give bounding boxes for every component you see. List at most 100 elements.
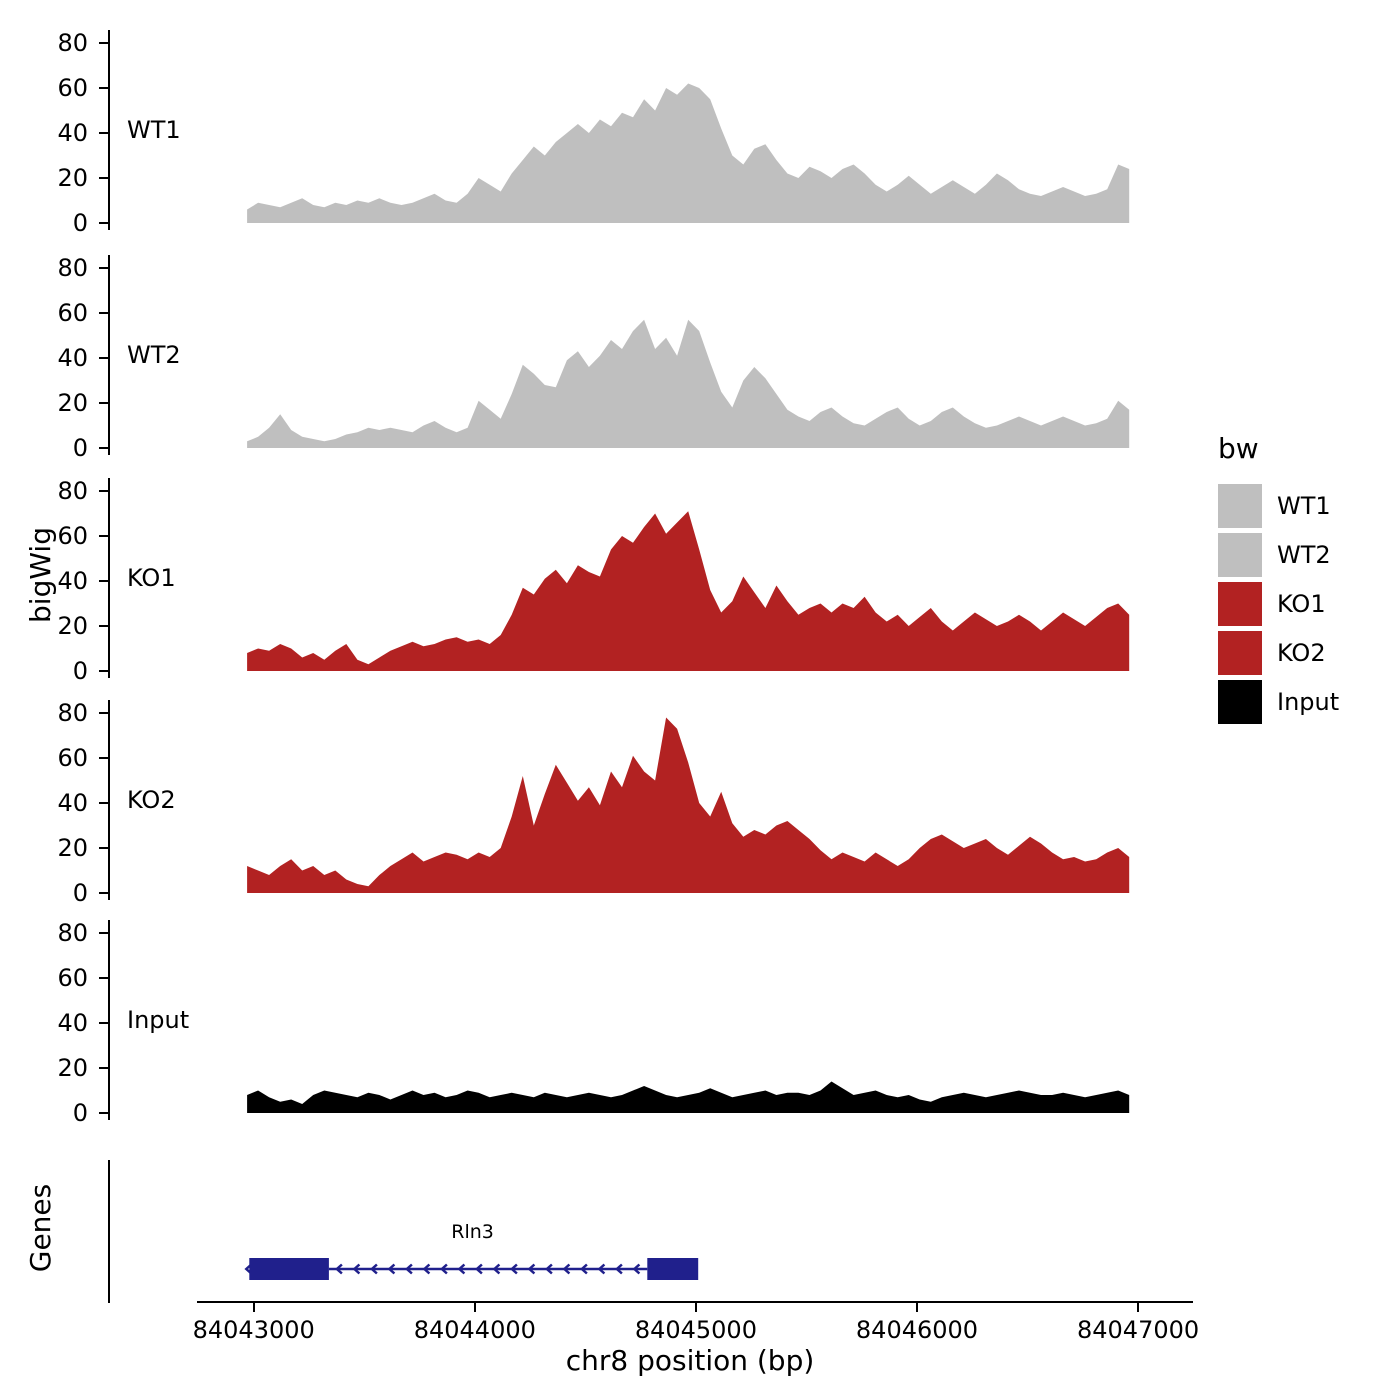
y-tick-label: 0 bbox=[72, 209, 88, 237]
y-tick-label: 60 bbox=[57, 74, 88, 102]
x-tick-label: 84047000 bbox=[1077, 1316, 1200, 1344]
y-tick-label: 80 bbox=[57, 919, 88, 947]
y-tick-mark bbox=[99, 132, 108, 134]
y-tick-mark bbox=[99, 357, 108, 359]
track-label-wt1: WT1 bbox=[127, 116, 181, 144]
y-tick-label: 40 bbox=[57, 119, 88, 147]
legend-swatch-ko2 bbox=[1218, 630, 1262, 675]
x-axis-line bbox=[197, 1301, 1193, 1303]
y-tick-mark bbox=[99, 802, 108, 804]
strand-arrow-icon bbox=[562, 1263, 571, 1275]
y-tick-mark bbox=[99, 402, 108, 404]
y-tick-label: 0 bbox=[72, 434, 88, 462]
y-tick-label: 0 bbox=[72, 1099, 88, 1127]
legend-entry-label: Input bbox=[1277, 687, 1340, 716]
legend-entry-wt2: WT2 bbox=[1218, 530, 1398, 579]
y-axis-line bbox=[108, 30, 110, 230]
legend-entry-label: KO1 bbox=[1277, 589, 1326, 618]
y-tick-label: 80 bbox=[57, 477, 88, 505]
y-tick-label: 60 bbox=[57, 744, 88, 772]
y-tick-label: 20 bbox=[57, 612, 88, 640]
strand-arrow-icon bbox=[457, 1263, 466, 1275]
y-tick-mark bbox=[99, 535, 108, 537]
y-tick-mark bbox=[99, 580, 108, 582]
y-tick-mark bbox=[99, 892, 108, 894]
y-tick-label: 80 bbox=[57, 254, 88, 282]
y-tick-label: 20 bbox=[57, 1054, 88, 1082]
genes-axis-title: Genes bbox=[23, 1183, 57, 1273]
legend-entry-input: Input bbox=[1218, 677, 1398, 726]
x-tick-label: 84044000 bbox=[413, 1316, 536, 1344]
strand-arrow-icon bbox=[545, 1263, 553, 1275]
legend-swatch-wt2 bbox=[1218, 532, 1262, 577]
coverage-polygon-ko1 bbox=[247, 511, 1130, 671]
y-axis-line bbox=[108, 255, 110, 455]
x-tick-label: 84046000 bbox=[855, 1316, 979, 1344]
x-tick-mark bbox=[1137, 1303, 1140, 1312]
y-tick-label: 0 bbox=[72, 879, 88, 907]
strand-arrow-icon bbox=[492, 1263, 501, 1275]
legend-entries: WT1 WT2 KO1 KO2 Input bbox=[1218, 481, 1398, 726]
y-tick-mark bbox=[99, 932, 108, 934]
coverage-area-input bbox=[247, 1081, 1130, 1113]
y-axis-line bbox=[108, 478, 110, 678]
y-tick-mark bbox=[99, 222, 108, 224]
coverage-track-wt1: 0 20 40 60 80 WT1 bbox=[0, 29, 1210, 237]
coverage-area-ko1 bbox=[247, 511, 1130, 671]
gene-exon bbox=[647, 1258, 699, 1280]
legend-entry-ko2: KO2 bbox=[1218, 628, 1398, 677]
y-tick-mark bbox=[99, 312, 108, 314]
legend-entry-wt1: WT1 bbox=[1218, 481, 1398, 530]
y-tick-label: 40 bbox=[57, 789, 88, 817]
y-tick-label: 20 bbox=[57, 164, 88, 192]
y-tick-mark bbox=[99, 87, 108, 89]
gene-model-plot: Rln3 bbox=[244, 1221, 699, 1280]
coverage-track-input: 0 20 40 60 80 Input bbox=[0, 919, 1210, 1127]
y-tick-mark bbox=[99, 1112, 108, 1114]
y-tick-mark bbox=[99, 177, 108, 179]
genes-y-axis-line bbox=[108, 1160, 110, 1303]
track-label-wt2: WT2 bbox=[127, 341, 181, 369]
x-tick-mark bbox=[473, 1303, 476, 1312]
coverage-track-wt2: 0 20 40 60 80 WT2 bbox=[0, 254, 1210, 462]
gene-name-label: Rln3 bbox=[451, 1221, 494, 1243]
y-tick-mark bbox=[99, 447, 108, 449]
coverage-polygon-ko2 bbox=[247, 717, 1130, 893]
x-tick-label: 84045000 bbox=[634, 1316, 757, 1344]
y-tick-mark bbox=[99, 1022, 108, 1024]
track-label-ko2: KO2 bbox=[127, 786, 176, 814]
y-axis-line bbox=[108, 700, 110, 900]
y-tick-mark bbox=[99, 267, 108, 269]
strand-arrow-icon bbox=[405, 1263, 413, 1275]
strand-arrow-icon bbox=[475, 1263, 483, 1275]
strand-arrow-icon bbox=[387, 1263, 396, 1275]
y-tick-mark bbox=[99, 490, 108, 492]
y-tick-mark bbox=[99, 625, 108, 627]
legend-swatch-wt1 bbox=[1218, 483, 1262, 528]
legend-swatch-input bbox=[1218, 679, 1262, 724]
y-tick-mark bbox=[99, 977, 108, 979]
strand-arrow-icon bbox=[510, 1263, 518, 1275]
y-tick-mark bbox=[99, 847, 108, 849]
strand-arrow-icon bbox=[440, 1263, 448, 1275]
coverage-polygon-wt2 bbox=[247, 319, 1130, 448]
strand-arrow-icon bbox=[632, 1263, 641, 1275]
y-tick-label: 60 bbox=[57, 964, 88, 992]
coverage-area-wt1 bbox=[247, 83, 1130, 223]
coverage-track-ko2: 0 20 40 60 80 KO2 bbox=[0, 699, 1210, 907]
coverage-polygon-input bbox=[247, 1081, 1130, 1113]
strand-arrow-icon bbox=[597, 1263, 606, 1275]
coverage-track-ko1: 0 20 40 60 80 KO1 bbox=[0, 477, 1210, 685]
y-tick-mark bbox=[99, 712, 108, 714]
x-tick-label: 84043000 bbox=[192, 1316, 315, 1344]
y-tick-label: 40 bbox=[57, 1009, 88, 1037]
x-tick-mark bbox=[694, 1303, 697, 1312]
y-tick-mark bbox=[99, 42, 108, 44]
y-axis-line bbox=[108, 920, 110, 1120]
y-tick-label: 40 bbox=[57, 567, 88, 595]
gene-exon bbox=[249, 1258, 329, 1280]
legend: bw WT1 WT2 KO1 KO2 Input bbox=[1218, 432, 1398, 726]
x-tick-mark bbox=[252, 1303, 255, 1312]
strand-arrow-icon bbox=[527, 1263, 536, 1275]
strand-arrow-icon bbox=[580, 1263, 588, 1275]
